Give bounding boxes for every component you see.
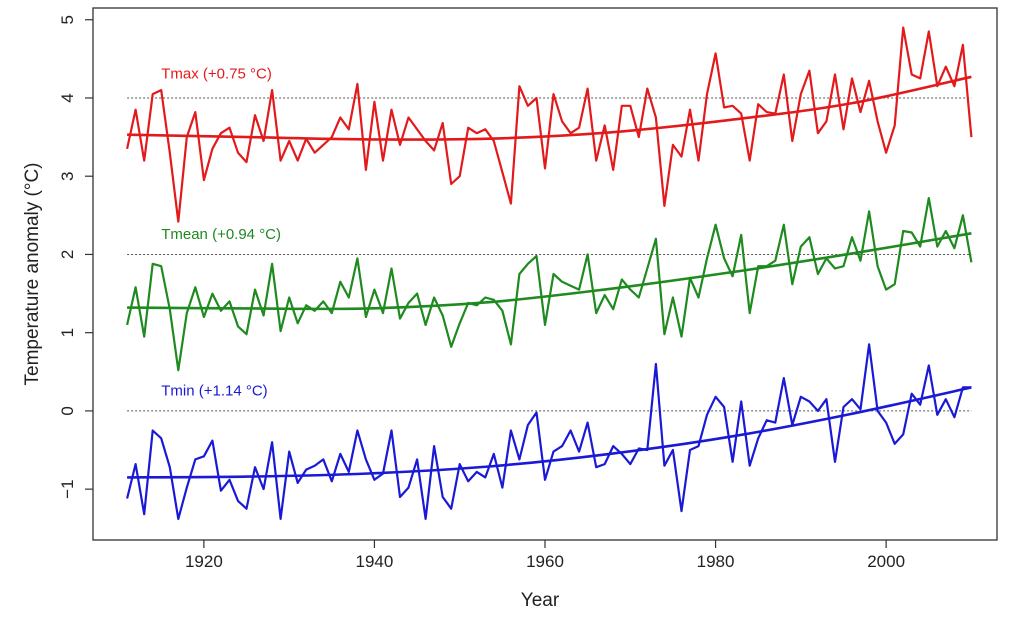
x-tick-label: 1940	[356, 552, 394, 571]
y-tick-label: 0	[58, 406, 77, 415]
series-label-tmean: Tmean (+0.94 °C)	[161, 226, 281, 243]
x-tick-label: 2000	[867, 552, 905, 571]
series-label-tmax: Tmax (+0.75 °C)	[161, 65, 272, 82]
x-tick-label: 1980	[697, 552, 735, 571]
y-tick-label: 2	[58, 250, 77, 259]
series-line-tmax	[126, 26, 973, 223]
y-tick-label: 1	[58, 328, 77, 337]
series-line-tmean	[126, 197, 973, 372]
trend-line-tmin	[127, 386, 972, 479]
y-tick-label: 3	[58, 171, 77, 180]
trend-line-tmax	[127, 75, 972, 141]
y-tick-label: −1	[58, 479, 77, 498]
y-tick-label: 4	[58, 93, 77, 102]
y-axis-title: Temperature anomaly (°C)	[22, 162, 43, 385]
series-line-tmin	[126, 343, 972, 521]
trend-line-tmean	[127, 232, 972, 311]
series-label-tmin: Tmin (+1.14 °C)	[161, 382, 267, 399]
x-axis-title: Year	[521, 590, 560, 611]
x-tick-label: 1960	[526, 552, 564, 571]
x-tick-label: 1920	[185, 552, 223, 571]
y-tick-label: 5	[58, 15, 77, 24]
